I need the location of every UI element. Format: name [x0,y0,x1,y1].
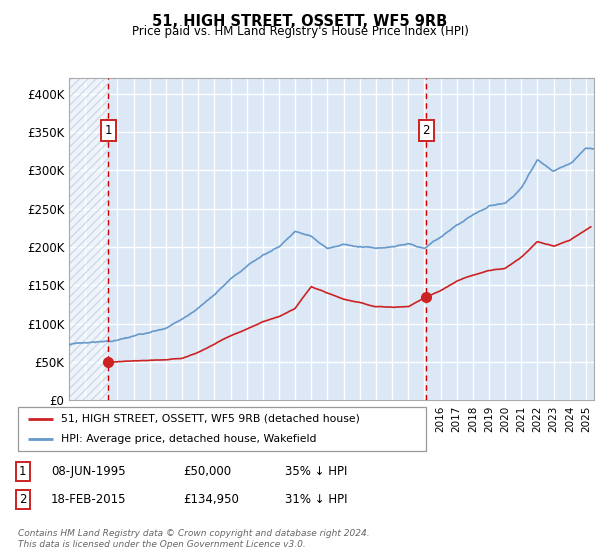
Text: Contains HM Land Registry data © Crown copyright and database right 2024.
This d: Contains HM Land Registry data © Crown c… [18,529,370,549]
Text: 2: 2 [422,124,430,137]
Text: 51, HIGH STREET, OSSETT, WF5 9RB (detached house): 51, HIGH STREET, OSSETT, WF5 9RB (detach… [61,414,360,424]
Text: 51, HIGH STREET, OSSETT, WF5 9RB: 51, HIGH STREET, OSSETT, WF5 9RB [152,14,448,29]
Text: 31% ↓ HPI: 31% ↓ HPI [285,493,347,506]
Text: £50,000: £50,000 [183,465,231,478]
Text: 35% ↓ HPI: 35% ↓ HPI [285,465,347,478]
Text: 1: 1 [104,124,112,137]
Text: Price paid vs. HM Land Registry's House Price Index (HPI): Price paid vs. HM Land Registry's House … [131,25,469,38]
Bar [69,78,109,400]
Text: 1: 1 [19,465,26,478]
Text: 08-JUN-1995: 08-JUN-1995 [51,465,125,478]
Text: 18-FEB-2015: 18-FEB-2015 [51,493,127,506]
Text: HPI: Average price, detached house, Wakefield: HPI: Average price, detached house, Wake… [61,434,316,444]
Text: 2: 2 [19,493,26,506]
Text: £134,950: £134,950 [183,493,239,506]
